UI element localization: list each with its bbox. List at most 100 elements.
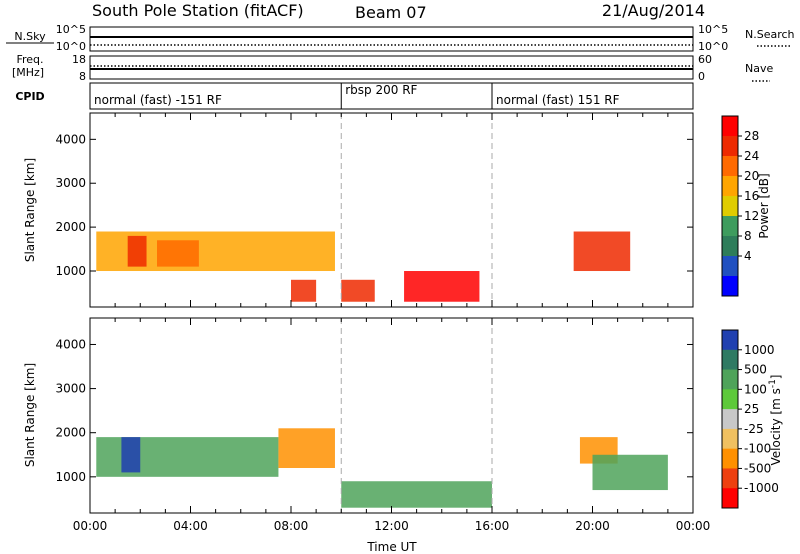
power-colorbar-cell bbox=[722, 276, 738, 297]
velocity-colorbar-cell bbox=[722, 468, 738, 489]
x-tick-label: 08:00 bbox=[274, 519, 309, 533]
cpid-segment-label: normal (fast) -151 RF bbox=[94, 93, 222, 107]
cpid-segment-label: normal (fast) 151 RF bbox=[496, 93, 620, 107]
velocity-colorbar-tick-label: 100 bbox=[744, 382, 767, 396]
x-axis-label: Time UT bbox=[366, 540, 417, 554]
velocity-colorbar-cell bbox=[722, 369, 738, 390]
velocity-echo-region bbox=[278, 428, 335, 468]
x-tick-label: 16:00 bbox=[475, 519, 510, 533]
velocity-y-ticks: 1000 2000 3000 4000 bbox=[55, 337, 693, 484]
velocity-mode-boundaries bbox=[340, 318, 493, 513]
power-y-tick-label: 2000 bbox=[55, 220, 86, 234]
power-colorbar-tick-label: 24 bbox=[744, 149, 759, 163]
velocity-colorbar-tick-label: -25 bbox=[744, 422, 764, 436]
noise-tick-left-top: 10^5 bbox=[56, 23, 86, 36]
power-data-layer bbox=[96, 231, 631, 302]
power-echo-region bbox=[157, 240, 199, 267]
velocity-y-tick-label: 4000 bbox=[55, 337, 86, 351]
velocity-colorbar-ticks: 1000 500 100 25 -25 -100 -500 -1000 bbox=[738, 343, 779, 495]
velocity-echo-region bbox=[592, 454, 668, 491]
x-tick-label: 20:00 bbox=[575, 519, 610, 533]
velocity-x-ticks: 00:00 04:00 08:00 12:00 16:00 20:00 00:00 bbox=[73, 318, 711, 533]
nave-tick-bottom: 0 bbox=[698, 70, 705, 83]
power-colorbar-tick-label: 16 bbox=[744, 189, 759, 203]
power-colorbar-tick-label: 12 bbox=[744, 209, 759, 223]
velocity-data-layer bbox=[96, 428, 668, 508]
x-tick-label: 04:00 bbox=[173, 519, 208, 533]
velocity-panel: 1000 2000 3000 4000 00:00 04:00 08:00 12:00 16:… bbox=[23, 317, 711, 554]
velocity-colorbar-cell bbox=[722, 349, 738, 371]
nave-tick-top: 60 bbox=[698, 53, 712, 66]
power-mode-boundaries bbox=[340, 113, 493, 307]
cpid-panel: CPID normal (fast) -151 RF rbsp 200 RF n… bbox=[15, 82, 694, 110]
velocity-colorbar-cells bbox=[722, 330, 738, 509]
x-tick-label: 00:00 bbox=[676, 519, 711, 533]
power-colorbar-tick-label: 20 bbox=[744, 169, 759, 183]
noise-tick-right-bottom: 10^0 bbox=[698, 40, 728, 53]
velocity-colorbar-tick-label: -500 bbox=[744, 461, 771, 475]
velocity-colorbar-cell bbox=[722, 428, 738, 450]
power-colorbar-cells bbox=[722, 116, 738, 297]
power-colorbar-tick-label: 4 bbox=[744, 249, 752, 263]
velocity-colorbar-tick-label: 1000 bbox=[744, 343, 775, 357]
power-colorbar-cell bbox=[722, 156, 738, 177]
velocity-colorbar-cell bbox=[722, 448, 738, 469]
velocity-colorbar-label: Velocity [m s-1] bbox=[768, 375, 783, 466]
power-colorbar-cell bbox=[722, 216, 738, 237]
freq-unit: [MHz] bbox=[12, 66, 44, 79]
power-y-tick-label: 3000 bbox=[55, 176, 86, 190]
nave-label: Nave bbox=[745, 62, 773, 75]
power-colorbar: 28 24 20 16 12 8 4 Power [dB] bbox=[721, 115, 771, 297]
velocity-y-tick-label: 1000 bbox=[55, 470, 86, 484]
power-colorbar-cell bbox=[722, 196, 738, 217]
power-echo-region bbox=[127, 235, 147, 267]
velocity-colorbar-tick-label: -1000 bbox=[744, 481, 779, 495]
power-y-axis-label: Slant Range [km] bbox=[23, 158, 37, 262]
power-echo-region bbox=[404, 271, 480, 302]
velocity-colorbar: 1000 500 100 25 -25 -100 -500 -1000 Velocity [m… bbox=[721, 329, 783, 509]
power-colorbar-label: Power [dB] bbox=[757, 173, 771, 238]
date-label: 21/Aug/2014 bbox=[602, 1, 705, 20]
nsky-label: N.Sky bbox=[14, 30, 46, 43]
power-y-tick-label: 1000 bbox=[55, 264, 86, 278]
beam-label: Beam 07 bbox=[355, 3, 427, 22]
power-echo-region bbox=[573, 231, 631, 272]
power-panel: 1000 2000 3000 4000 Slant Range [km] bbox=[23, 112, 694, 308]
power-colorbar-cell bbox=[722, 256, 738, 277]
velocity-colorbar-cell bbox=[722, 409, 738, 430]
velocity-colorbar-tick-label: -100 bbox=[744, 442, 771, 456]
power-colorbar-cell bbox=[722, 176, 738, 197]
noise-tick-left-bottom: 10^0 bbox=[56, 40, 86, 53]
power-colorbar-cell bbox=[722, 236, 738, 257]
velocity-y-tick-label: 2000 bbox=[55, 426, 86, 440]
cpid-segment-label: rbsp 200 RF bbox=[345, 83, 417, 97]
noise-tick-right-top: 10^5 bbox=[698, 23, 728, 36]
velocity-colorbar-tick-label: 500 bbox=[744, 363, 767, 377]
velocity-colorbar-cell bbox=[722, 389, 738, 410]
power-y-ticks: 1000 2000 3000 4000 bbox=[55, 132, 693, 278]
velocity-colorbar-tick-label: 25 bbox=[744, 402, 759, 416]
velocity-y-axis-label: Slant Range [km] bbox=[23, 363, 37, 467]
freq-tick-bottom: 8 bbox=[79, 70, 86, 83]
power-colorbar-tick-label: 28 bbox=[744, 129, 759, 143]
power-colorbar-cell bbox=[722, 116, 738, 137]
power-y-tick-label: 4000 bbox=[55, 132, 86, 146]
velocity-colorbar-cell bbox=[722, 330, 738, 351]
velocity-echo-region bbox=[121, 437, 141, 473]
cpid-label: CPID bbox=[15, 90, 44, 103]
velocity-echo-region bbox=[341, 481, 492, 508]
power-colorbar-tick-label: 8 bbox=[744, 229, 752, 243]
power-echo-region bbox=[341, 279, 375, 302]
freq-nave-panel: Freq. [MHz] 18 8 60 0 Nave bbox=[12, 53, 774, 83]
nsearch-label: N.Search bbox=[745, 28, 795, 41]
power-colorbar-ticks: 28 24 20 16 12 8 4 bbox=[738, 129, 759, 263]
station-title: South Pole Station (fitACF) bbox=[92, 1, 304, 20]
x-tick-label: 00:00 bbox=[73, 519, 108, 533]
power-echo-region bbox=[291, 279, 317, 302]
freq-label: Freq. bbox=[16, 53, 43, 66]
freq-tick-top: 18 bbox=[72, 53, 86, 66]
velocity-colorbar-cell bbox=[722, 488, 738, 509]
x-tick-label: 12:00 bbox=[374, 519, 409, 533]
noise-panel: N.Sky 10^5 10^0 10^5 10^0 N.Search bbox=[6, 23, 795, 53]
